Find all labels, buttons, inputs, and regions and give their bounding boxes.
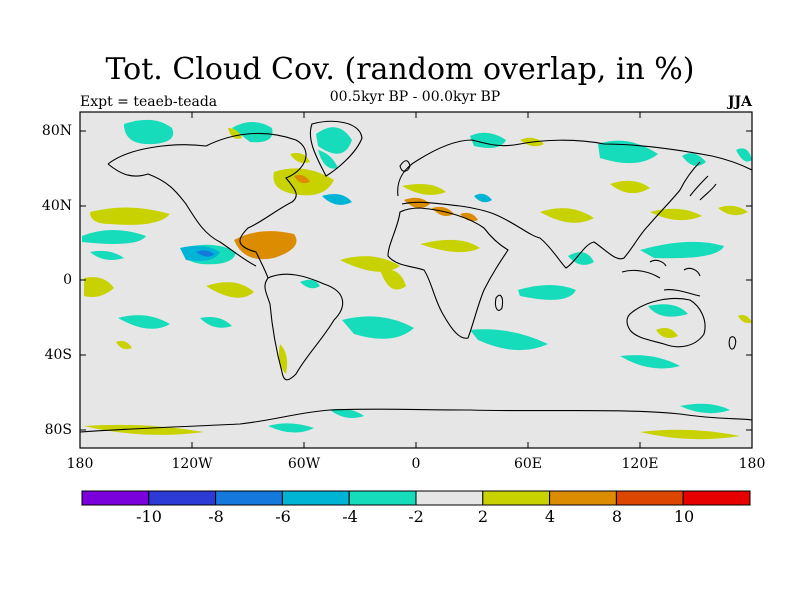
lon-label-120e: 120E bbox=[621, 456, 659, 472]
lon-label-120w: 120W bbox=[171, 456, 213, 472]
colorbar-label: -10 bbox=[136, 507, 162, 526]
europe-coast bbox=[397, 139, 752, 197]
colorbar-label: 2 bbox=[477, 507, 489, 526]
lat-label-40n: 40N bbox=[41, 198, 72, 214]
colorbar-swatch bbox=[215, 490, 283, 506]
lon-ticks bbox=[191, 112, 641, 448]
colorbar bbox=[81, 490, 751, 506]
mediterranean-coast bbox=[401, 201, 495, 215]
colorbar-swatch bbox=[281, 490, 350, 506]
time-period-subtitle: 00.5kyr BP - 00.0kyr BP bbox=[329, 89, 501, 105]
map-title: Tot. Cloud Cov. (random overlap, in %) bbox=[105, 52, 695, 87]
strong-negative-patches bbox=[180, 193, 492, 261]
colorbar-swatch bbox=[549, 490, 617, 506]
colorbar-swatch bbox=[415, 490, 484, 506]
australia-coast bbox=[626, 297, 706, 348]
lon-label-60e: 60E bbox=[513, 456, 543, 472]
indonesia-islands bbox=[621, 259, 701, 297]
colorbar-swatch bbox=[682, 490, 751, 506]
lat-label-40s: 40S bbox=[44, 347, 72, 363]
lat-ticks bbox=[80, 130, 752, 431]
asia-south-coast bbox=[493, 161, 701, 269]
colorbar-swatch bbox=[81, 490, 150, 506]
experiment-label: Expt = teaeb-teada bbox=[80, 94, 218, 110]
lat-label-80s: 80S bbox=[44, 422, 72, 438]
colorbar-swatch bbox=[615, 490, 684, 506]
colorbar-label: 4 bbox=[544, 507, 556, 526]
antarctica-coast bbox=[80, 408, 752, 433]
colorbar-label: 8 bbox=[611, 507, 623, 526]
colorbar-label: -2 bbox=[408, 507, 424, 526]
lon-label-180e: 180 bbox=[738, 456, 766, 472]
newzealand-coast bbox=[728, 336, 737, 350]
colorbar-label: -4 bbox=[342, 507, 358, 526]
colorbar-label: 10 bbox=[673, 507, 695, 526]
lon-label-0: 0 bbox=[411, 456, 421, 472]
greenland-coast bbox=[309, 120, 363, 177]
lat-label-80n: 80N bbox=[41, 123, 72, 139]
colorbar-swatch bbox=[148, 490, 217, 506]
colorbar-label: -8 bbox=[208, 507, 224, 526]
map-background bbox=[80, 112, 752, 448]
lon-label-180w: 180 bbox=[66, 456, 94, 472]
north-america-coast bbox=[107, 132, 307, 279]
south-america-coast bbox=[264, 273, 344, 381]
map-panel bbox=[80, 112, 752, 448]
colorbar-swatch bbox=[348, 490, 417, 506]
colorbar-swatch bbox=[482, 490, 551, 506]
alaska-westcoast bbox=[107, 163, 257, 267]
japan-coast bbox=[689, 175, 717, 201]
uk-coast bbox=[399, 160, 411, 172]
coastlines bbox=[80, 120, 752, 433]
lon-label-60w: 60W bbox=[287, 456, 321, 472]
season-label: JJA bbox=[727, 94, 752, 110]
africa-coast bbox=[387, 207, 509, 339]
colorbar-label: -6 bbox=[275, 507, 291, 526]
lat-label-0: 0 bbox=[63, 272, 72, 288]
madagascar-coast bbox=[494, 294, 504, 311]
